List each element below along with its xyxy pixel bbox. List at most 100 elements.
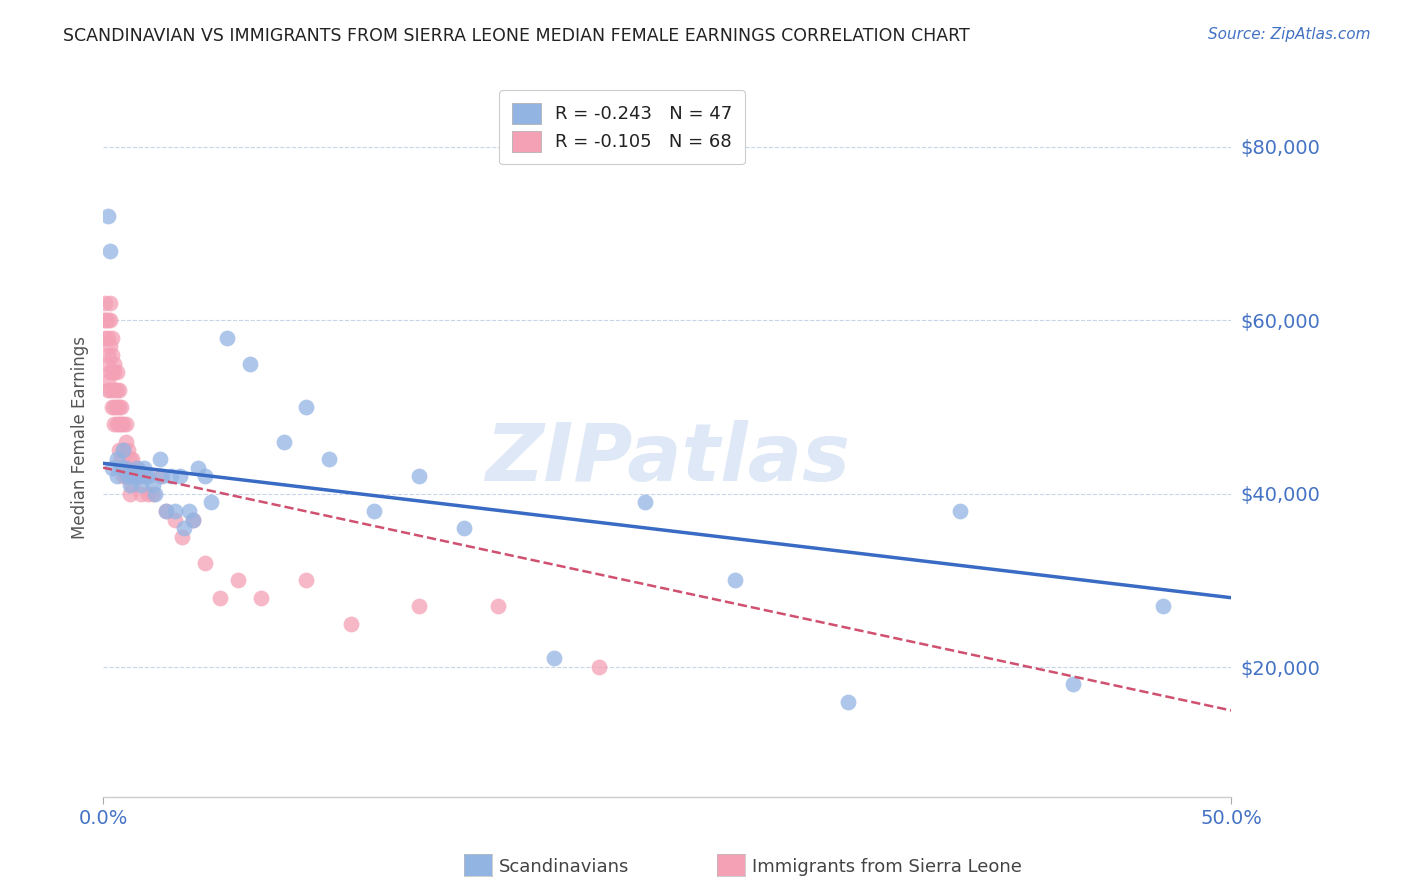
Point (121, 478, 143, 492)
Text: SCANDINAVIAN VS IMMIGRANTS FROM SIERRA LEONE MEDIAN FEMALE EARNINGS CORRELATION : SCANDINAVIAN VS IMMIGRANTS FROM SIERRA L… (63, 27, 970, 45)
Point (136, 486, 159, 500)
Point (128, 469, 150, 483)
Point (131, 486, 153, 500)
Point (105, 417, 128, 432)
Point (169, 469, 191, 483)
Point (112, 417, 135, 432)
Point (837, 695, 859, 709)
Point (105, 469, 128, 483)
Point (143, 486, 166, 500)
Point (148, 452, 170, 467)
Point (117, 469, 139, 483)
Point (183, 513, 205, 527)
Point (183, 513, 205, 527)
Point (114, 460, 136, 475)
Point (363, 504, 385, 518)
Text: Immigrants from Sierra Leone: Immigrants from Sierra Leone (752, 858, 1022, 876)
Point (121, 452, 143, 467)
Point (132, 469, 155, 483)
Point (97, 357, 120, 371)
Point (98, 339, 121, 353)
Point (724, 574, 747, 588)
Point (142, 486, 165, 500)
Point (97, 374, 120, 388)
Point (101, 348, 124, 362)
Point (94, 313, 117, 327)
Point (98, 296, 121, 310)
Point (155, 504, 177, 518)
Point (949, 504, 972, 518)
Point (114, 469, 136, 483)
Point (187, 460, 209, 475)
Point (101, 365, 124, 379)
Point (112, 443, 135, 458)
Point (135, 469, 157, 483)
Point (142, 478, 165, 492)
Point (98, 365, 121, 379)
Point (250, 591, 273, 605)
Point (633, 495, 655, 509)
Point (117, 469, 139, 483)
Point (217, 330, 239, 344)
Point (120, 486, 142, 500)
Point (114, 434, 136, 449)
Text: Source: ZipAtlas.com: Source: ZipAtlas.com (1208, 27, 1371, 42)
Point (408, 469, 430, 483)
Point (486, 599, 509, 614)
Point (1062, 677, 1084, 691)
Point (105, 452, 128, 467)
Point (103, 400, 125, 414)
Point (453, 521, 475, 535)
Point (273, 434, 295, 449)
Point (209, 591, 232, 605)
Point (112, 443, 135, 458)
Point (588, 660, 610, 674)
Point (103, 417, 125, 432)
Point (97, 313, 120, 327)
Point (105, 383, 128, 397)
Point (105, 400, 128, 414)
Point (97, 383, 120, 397)
Point (150, 469, 173, 483)
Point (97, 330, 120, 344)
Point (94, 313, 117, 327)
Text: Scandinavians: Scandinavians (499, 858, 630, 876)
Point (177, 504, 200, 518)
Point (103, 365, 125, 379)
Y-axis label: Median Female Earnings: Median Female Earnings (72, 335, 89, 539)
Point (98, 244, 121, 258)
Point (97, 348, 120, 362)
Point (173, 521, 195, 535)
Point (239, 357, 262, 371)
Point (165, 513, 187, 527)
Point (200, 495, 222, 509)
Point (194, 556, 217, 570)
Point (172, 530, 194, 544)
Point (165, 504, 187, 518)
Point (128, 469, 150, 483)
Point (103, 383, 125, 397)
Point (194, 469, 217, 483)
Point (228, 574, 250, 588)
Point (108, 443, 131, 458)
Point (408, 599, 430, 614)
Point (103, 357, 125, 371)
Point (125, 460, 148, 475)
Point (101, 400, 124, 414)
Legend: R = -0.243   N = 47, R = -0.105   N = 68: R = -0.243 N = 47, R = -0.105 N = 68 (499, 90, 745, 164)
Point (148, 469, 170, 483)
Point (97, 209, 120, 223)
Point (108, 383, 131, 397)
Point (295, 574, 318, 588)
Point (94, 296, 117, 310)
Point (295, 400, 318, 414)
Point (101, 330, 124, 344)
Point (125, 460, 148, 475)
Point (1152, 599, 1174, 614)
Point (124, 469, 146, 483)
Point (94, 330, 117, 344)
Point (105, 365, 128, 379)
Point (98, 313, 121, 327)
Point (117, 443, 139, 458)
Point (108, 400, 131, 414)
